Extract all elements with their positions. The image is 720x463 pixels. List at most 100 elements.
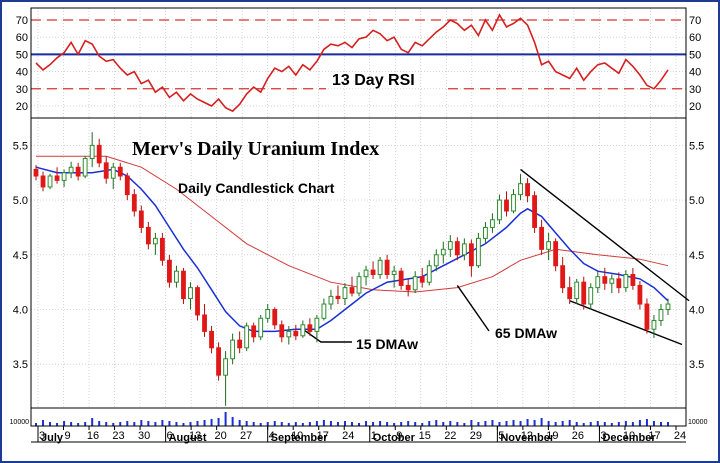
volume-bar [379,421,382,426]
candle-body [300,324,306,337]
date-tick-label: 29 [470,430,482,442]
date-tick-label: 24 [674,430,686,442]
volume-bar [393,423,396,426]
volume-bar [667,422,669,426]
price-tick-label-left: 5.5 [13,140,28,152]
volume-bar [56,423,59,426]
chart-subtitle: Daily Candlestick Chart [178,180,335,196]
volume-bar [203,420,206,426]
volume-bar [245,421,248,426]
candle-body [286,330,292,338]
volume-bar [435,420,438,426]
candle-body [110,166,116,179]
date-tick-label: 23 [112,430,124,442]
candle-body [370,269,376,275]
date-tick-label: 26 [572,430,584,442]
labels-layer: Merv's Daily Uranium Index Daily Candles… [132,72,557,352]
volume-bar [294,422,297,426]
candle-body [567,287,573,300]
candle-body [33,168,39,177]
date-tick-label: 10 [623,430,635,442]
volume-bar [568,420,571,426]
candle-body [321,303,327,319]
volume-bar [301,423,304,426]
candle-body [454,241,460,256]
candle-body [230,339,236,360]
candle-body [145,226,151,245]
volume-bar [638,420,641,426]
volume-bar [35,423,37,426]
price-tick-label-left: 4.0 [13,305,28,317]
candle-body [525,183,530,197]
candle-body [405,284,411,291]
volume-bar [631,422,634,426]
candle-body [412,276,418,291]
volume-bar [428,421,431,426]
volume-bar [491,420,494,426]
candle-body [356,276,362,294]
price-tick-label-right: 5.0 [689,195,704,207]
date-tick-label: 17 [648,430,660,442]
candle-body [461,243,467,256]
candle-body [237,339,243,349]
candle-body [658,309,664,321]
rsi-tick-label-right: 70 [689,15,701,27]
volume-bar [617,422,620,426]
date-tick-label: 16 [87,430,99,442]
volume-bar [84,422,87,426]
volume-bar [161,420,164,426]
candle-body [342,287,348,300]
date-tick-label: 27 [240,430,252,442]
candle-body [138,210,144,228]
rsi-tick-label-left: 60 [16,32,28,44]
volume-bar [400,422,403,426]
candle-body [553,241,559,267]
date-tick-label: 24 [342,430,354,442]
candle-body [265,309,271,319]
candle-body [40,175,46,188]
candle-body [581,281,587,305]
candle-body [665,303,671,311]
volume-bar [315,421,318,426]
volume-bar [358,423,361,426]
volume-bar [168,421,171,426]
volume-bar [645,419,648,426]
volume-bar [231,417,234,426]
volume-bar [98,421,101,426]
trend-line [569,300,683,346]
month-label: August [169,432,207,444]
price-tick-label-right: 4.0 [689,305,704,317]
volume-bar [498,422,501,426]
candle-body [174,270,179,283]
volume-bar [505,421,508,426]
volume-bar [182,423,185,426]
candle-body [532,195,537,228]
date-tick-label: 1 [371,430,377,442]
date-tick-label: 3 [39,430,45,442]
volume-bar [105,422,108,426]
candle-body [117,166,123,177]
candle-body [314,317,320,332]
date-tick-label: 9 [64,430,70,442]
price-tick-label-left: 4.5 [13,250,28,262]
volume-bar [210,419,213,426]
volume-bar [477,422,480,426]
candle-body [181,270,186,300]
month-label: July [41,432,64,444]
volume-bar [329,421,332,426]
rsi-tick-label-left: 70 [16,15,28,27]
candle-body [398,270,404,286]
date-tick-label: 5 [498,430,504,442]
volume-bar [365,421,368,426]
rsi-line [35,13,669,113]
volume-layer [35,412,669,426]
candle-body [363,269,369,278]
candle-body [637,284,643,305]
candle-body [159,237,165,261]
rsi-tick-label-right: 50 [689,49,701,61]
date-tick-label: 4 [269,430,275,442]
candle-body [82,157,88,177]
